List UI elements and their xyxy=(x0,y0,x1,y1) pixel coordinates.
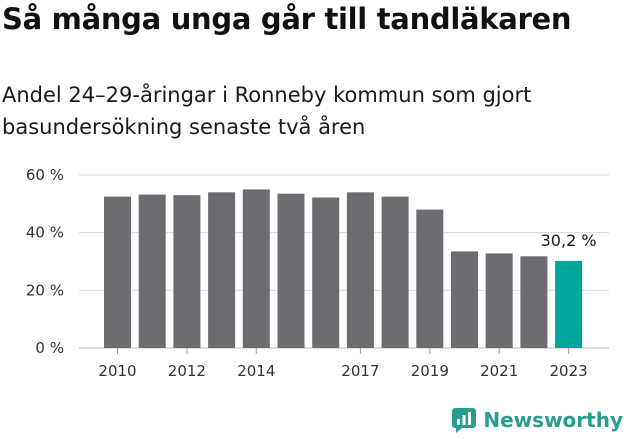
y-tick-label: 20 % xyxy=(26,281,64,299)
bar-2017 xyxy=(346,192,374,348)
x-tick-label: 2023 xyxy=(550,362,588,380)
bar-2013 xyxy=(208,192,236,348)
brand-name: Newsworthy xyxy=(483,408,623,432)
y-axis-ticks: 0 % 20 % 40 % 60 % xyxy=(26,166,64,357)
bar-2021 xyxy=(485,253,513,348)
bar-2011 xyxy=(138,194,166,348)
x-tick-label: 2019 xyxy=(411,362,449,380)
y-tick-label: 60 % xyxy=(26,166,64,184)
x-tick-label: 2017 xyxy=(341,362,379,380)
bar-2014 xyxy=(242,189,270,348)
x-tick-label: 2012 xyxy=(168,362,206,380)
bar-2015 xyxy=(277,193,305,348)
bar-2018 xyxy=(381,196,409,348)
bar-2023 xyxy=(555,260,583,348)
brand-logo: Newsworthy xyxy=(451,407,623,433)
data-label: 30,2 % xyxy=(541,231,597,250)
y-tick-label: 40 % xyxy=(26,224,64,242)
chart-title: Så många unga går till tandläkaren xyxy=(2,2,572,36)
bar-2019 xyxy=(416,209,444,348)
x-tick-label: 2010 xyxy=(98,362,136,380)
x-axis-ticks: 2010 2012 2014 2017 2019 2021 2023 xyxy=(98,348,588,380)
x-tick-label: 2014 xyxy=(237,362,275,380)
bar-2016 xyxy=(312,197,340,348)
bars xyxy=(104,189,583,348)
bar-2020 xyxy=(451,251,478,348)
bar-2022 xyxy=(520,256,548,348)
bar-2010 xyxy=(104,196,131,348)
newsworthy-logo-icon xyxy=(452,408,477,433)
annotations: 30,2 % xyxy=(541,231,597,250)
y-tick-label: 0 % xyxy=(35,339,64,357)
x-tick-label: 2021 xyxy=(480,362,518,380)
chart-subtitle: Andel 24–29-åringar i Ronneby kommun som… xyxy=(2,83,532,139)
bar-2012 xyxy=(173,195,201,348)
bar-chart: 0 % 20 % 40 % 60 % 2010 2012 2014 2017 2019 2021… xyxy=(26,166,609,380)
